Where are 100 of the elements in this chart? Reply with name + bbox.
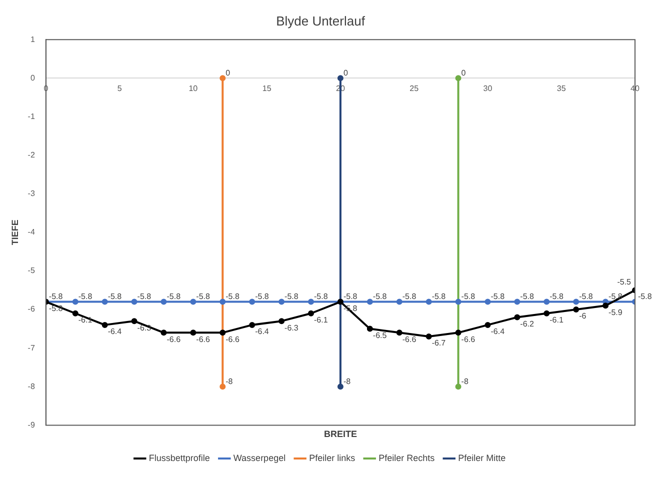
point xyxy=(455,298,462,305)
point xyxy=(396,330,402,336)
legend-label: Pfeiler Mitte xyxy=(458,452,506,463)
data-label: -5.8 xyxy=(108,292,122,302)
y-tick-label: -7 xyxy=(28,343,36,352)
data-label: -5.8 xyxy=(255,292,270,302)
point xyxy=(160,330,167,336)
point xyxy=(190,298,196,305)
point xyxy=(249,322,256,328)
point xyxy=(249,298,256,305)
data-label: -6.4 xyxy=(490,327,506,336)
data-label: -5.8 xyxy=(432,292,446,302)
x-tick-label: 25 xyxy=(410,84,420,94)
point xyxy=(131,298,138,305)
data-label: -6.1 xyxy=(78,316,93,325)
data-label: -5.8 xyxy=(284,292,299,302)
point xyxy=(308,310,314,316)
data-label: -8 xyxy=(226,376,234,386)
x-tick-label: 5 xyxy=(117,84,122,94)
point xyxy=(544,298,550,305)
data-label: -5.8 xyxy=(78,292,93,302)
point xyxy=(278,318,285,324)
data-label: -5.8 xyxy=(402,292,417,302)
data-label: -6.5 xyxy=(372,331,388,340)
point xyxy=(396,298,402,305)
data-label: -5.8 xyxy=(461,292,476,302)
data-label: -6.1 xyxy=(550,316,564,325)
point xyxy=(220,330,226,336)
data-label: -5.8 xyxy=(490,292,506,302)
legend-label: Pfeiler Rechts xyxy=(378,452,436,463)
y-tick-label: -9 xyxy=(28,420,36,430)
data-label: 0 xyxy=(343,68,348,78)
legend-label: Flussbettprofile xyxy=(148,452,210,463)
point xyxy=(220,75,226,82)
data-label: 0 xyxy=(226,68,231,78)
data-label: -6.3 xyxy=(137,323,152,332)
point xyxy=(426,334,432,340)
point xyxy=(308,298,314,305)
data-label: -6.6 xyxy=(226,334,240,344)
point xyxy=(455,75,462,82)
data-label: 0 xyxy=(461,68,466,78)
point xyxy=(366,298,373,305)
data-label: -6.6 xyxy=(402,334,417,344)
point xyxy=(102,298,108,305)
point xyxy=(573,298,580,305)
data-label: -6.3 xyxy=(284,323,299,332)
data-label: -5.8 xyxy=(520,292,535,302)
y-axis-title: TIEFE xyxy=(10,220,20,246)
data-label: -5.8 xyxy=(48,292,64,302)
data-label: -5.8 xyxy=(166,292,182,302)
data-label: -5.8 xyxy=(372,292,388,302)
point xyxy=(544,310,550,316)
y-tick-label: -6 xyxy=(28,304,36,314)
data-label: -6.4 xyxy=(108,327,122,336)
point xyxy=(573,306,580,313)
y-tick-label: -5 xyxy=(28,266,36,276)
y-tick-label: -4 xyxy=(28,228,36,237)
data-label: -5.8 xyxy=(48,304,64,314)
legend-label: Pfeiler links xyxy=(309,452,356,463)
data-label: -6.6 xyxy=(166,334,182,344)
point xyxy=(602,302,609,309)
point xyxy=(220,384,226,390)
point xyxy=(484,298,491,305)
data-label: -6.4 xyxy=(255,327,270,336)
y-tick-label: -2 xyxy=(28,150,36,160)
data-label: -5.8 xyxy=(137,292,152,302)
y-tick-label: -8 xyxy=(28,382,36,391)
data-label: -5.8 xyxy=(196,292,211,302)
data-label: -5.8 xyxy=(226,292,240,302)
point xyxy=(514,314,520,320)
data-label: -5.8 xyxy=(579,292,594,302)
point xyxy=(72,298,78,305)
data-label: -8 xyxy=(461,376,469,386)
y-tick-label: -1 xyxy=(28,112,36,121)
x-axis-title: BREITE xyxy=(324,429,357,440)
legend-label: Wasserpegel xyxy=(233,452,286,463)
chart-title: Blyde Unterlauf xyxy=(276,13,366,28)
data-label: -5.8 xyxy=(550,292,564,302)
point xyxy=(484,322,491,328)
x-tick-label: 10 xyxy=(188,84,198,94)
data-label: -6.7 xyxy=(432,338,446,348)
x-tick-label: 15 xyxy=(262,84,272,94)
data-label: -5.8 xyxy=(314,292,328,302)
data-label: -6.1 xyxy=(314,316,328,325)
point xyxy=(72,310,78,316)
point xyxy=(455,330,462,336)
point xyxy=(278,298,285,305)
data-label: -6.6 xyxy=(461,334,476,344)
x-tick-label: 30 xyxy=(483,84,493,94)
data-label: -5.8 xyxy=(608,292,623,302)
data-label: -5.5 xyxy=(617,277,632,286)
data-label: -5.8 xyxy=(638,292,652,302)
y-tick-label: -3 xyxy=(28,189,36,198)
data-label: -6 xyxy=(579,312,587,321)
point xyxy=(160,298,167,305)
data-label: -6.6 xyxy=(196,334,211,344)
point xyxy=(220,298,226,305)
point xyxy=(102,322,108,328)
point xyxy=(426,298,432,305)
point xyxy=(337,75,344,82)
